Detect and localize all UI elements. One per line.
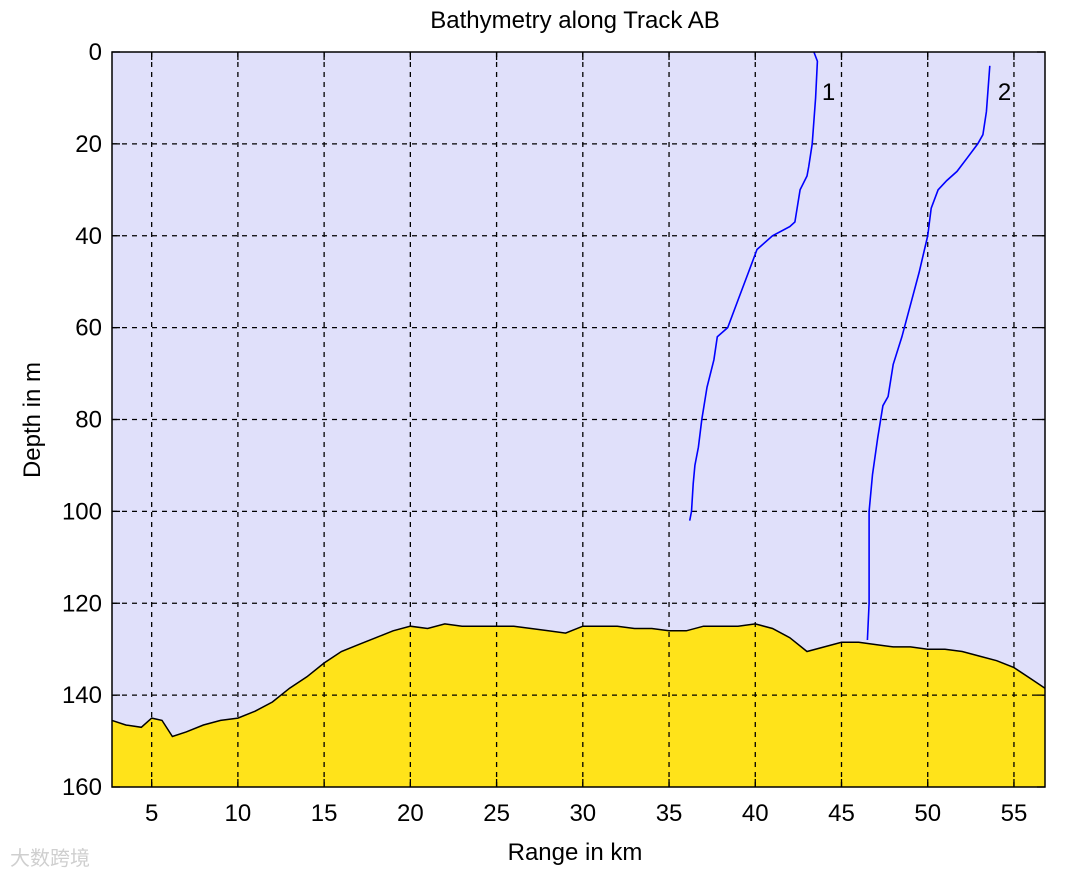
x-tick-label: 5	[145, 800, 158, 827]
y-tick-label: 0	[89, 39, 102, 66]
y-tick-label: 140	[62, 682, 102, 709]
x-tick-label: 45	[828, 800, 855, 827]
y-tick-label: 120	[62, 590, 102, 617]
x-tick-label: 25	[483, 800, 510, 827]
x-tick-label: 15	[311, 800, 338, 827]
y-axis-title: Depth in m	[19, 362, 46, 478]
x-tick-label: 30	[569, 800, 596, 827]
x-tick-label: 20	[397, 800, 424, 827]
y-tick-label: 40	[75, 223, 102, 250]
x-tick-label: 10	[225, 800, 252, 827]
series-label-1: 1	[822, 79, 835, 106]
y-tick-label: 20	[75, 131, 102, 158]
seabed-area	[112, 623, 1045, 787]
x-tick-label: 55	[1001, 800, 1028, 827]
x-axis-title: Range in km	[508, 839, 643, 866]
y-tick-label: 60	[75, 315, 102, 342]
ticks: 5 10 15 20 25 30 35 40 45 50 55 0 20 40 60 80 100 120 140 1…	[62, 39, 1045, 827]
x-tick-label: 35	[656, 800, 683, 827]
watermark-text: 大数跨境	[10, 846, 90, 870]
chart-title: Bathymetry along Track AB	[430, 7, 719, 34]
seabed-outline	[111, 623, 1046, 738]
series-label-2: 2	[998, 79, 1011, 106]
grid	[112, 52, 1045, 787]
y-tick-label: 160	[62, 774, 102, 801]
y-tick-label: 80	[75, 407, 102, 434]
x-tick-label: 50	[914, 800, 941, 827]
y-tick-label: 100	[62, 498, 102, 525]
x-tick-label: 40	[742, 800, 769, 827]
series-line-2	[866, 65, 991, 641]
series-line-1	[688, 51, 819, 521]
